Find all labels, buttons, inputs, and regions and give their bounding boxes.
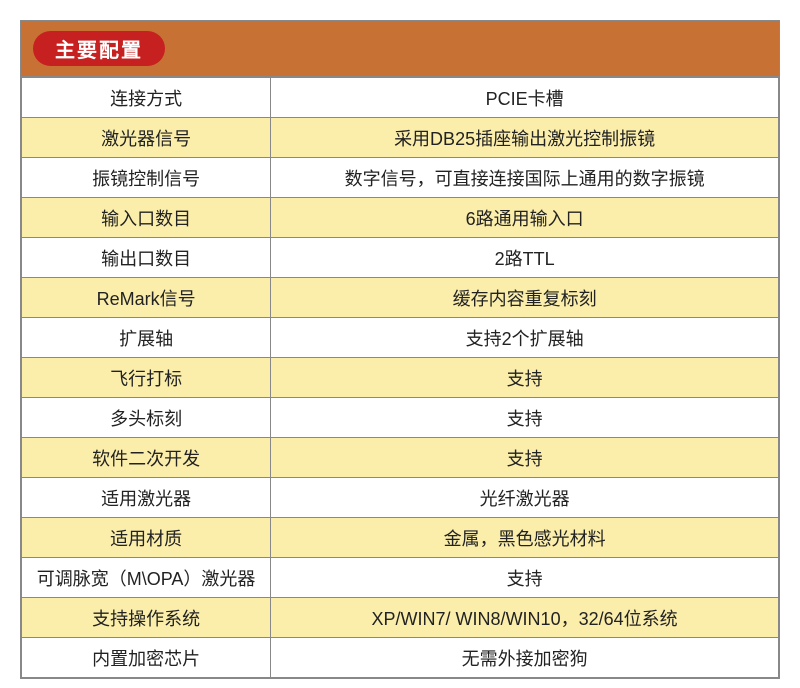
spec-value: 采用DB25插座输出激光控制振镜	[271, 118, 779, 158]
table-row: 多头标刻支持	[22, 398, 779, 438]
table-row: 可调脉宽（M\OPA）激光器支持	[22, 558, 779, 598]
table-row: 软件二次开发支持	[22, 438, 779, 478]
header-badge: 主要配置	[33, 31, 165, 66]
spec-label: 支持操作系统	[22, 598, 271, 638]
table-row: 输入口数目6路通用输入口	[22, 198, 779, 238]
spec-label: 软件二次开发	[22, 438, 271, 478]
spec-value: 数字信号，可直接连接国际上通用的数字振镜	[271, 158, 779, 198]
spec-label: 激光器信号	[22, 118, 271, 158]
spec-value: 光纤激光器	[271, 478, 779, 518]
table-row: 适用材质金属，黑色感光材料	[22, 518, 779, 558]
spec-value: 支持2个扩展轴	[271, 318, 779, 358]
spec-value: 金属，黑色感光材料	[271, 518, 779, 558]
spec-label: 输入口数目	[22, 198, 271, 238]
table-row: ReMark信号缓存内容重复标刻	[22, 278, 779, 318]
spec-label: 适用激光器	[22, 478, 271, 518]
spec-label: 可调脉宽（M\OPA）激光器	[22, 558, 271, 598]
spec-value: 无需外接加密狗	[271, 638, 779, 678]
spec-value: 支持	[271, 438, 779, 478]
spec-label: 连接方式	[22, 78, 271, 118]
spec-value: 6路通用输入口	[271, 198, 779, 238]
spec-value: 缓存内容重复标刻	[271, 278, 779, 318]
spec-label: 输出口数目	[22, 238, 271, 278]
spec-value: PCIE卡槽	[271, 78, 779, 118]
table-row: 连接方式PCIE卡槽	[22, 78, 779, 118]
spec-value: 支持	[271, 358, 779, 398]
table-row: 扩展轴支持2个扩展轴	[22, 318, 779, 358]
spec-value: XP/WIN7/ WIN8/WIN10，32/64位系统	[271, 598, 779, 638]
spec-value: 支持	[271, 558, 779, 598]
spec-label: 扩展轴	[22, 318, 271, 358]
spec-label: 飞行打标	[22, 358, 271, 398]
table-row: 飞行打标支持	[22, 358, 779, 398]
spec-label: 内置加密芯片	[22, 638, 271, 678]
spec-label: ReMark信号	[22, 278, 271, 318]
spec-label: 振镜控制信号	[22, 158, 271, 198]
spec-table-container: 主要配置 连接方式PCIE卡槽激光器信号采用DB25插座输出激光控制振镜振镜控制…	[20, 20, 780, 679]
table-row: 输出口数目2路TTL	[22, 238, 779, 278]
spec-table: 连接方式PCIE卡槽激光器信号采用DB25插座输出激光控制振镜振镜控制信号数字信…	[21, 77, 779, 678]
table-row: 支持操作系统XP/WIN7/ WIN8/WIN10，32/64位系统	[22, 598, 779, 638]
spec-table-body: 连接方式PCIE卡槽激光器信号采用DB25插座输出激光控制振镜振镜控制信号数字信…	[22, 78, 779, 678]
spec-label: 适用材质	[22, 518, 271, 558]
spec-value: 2路TTL	[271, 238, 779, 278]
header-section: 主要配置	[21, 21, 779, 77]
spec-value: 支持	[271, 398, 779, 438]
table-row: 激光器信号采用DB25插座输出激光控制振镜	[22, 118, 779, 158]
table-row: 振镜控制信号数字信号，可直接连接国际上通用的数字振镜	[22, 158, 779, 198]
spec-label: 多头标刻	[22, 398, 271, 438]
table-row: 内置加密芯片无需外接加密狗	[22, 638, 779, 678]
table-row: 适用激光器光纤激光器	[22, 478, 779, 518]
